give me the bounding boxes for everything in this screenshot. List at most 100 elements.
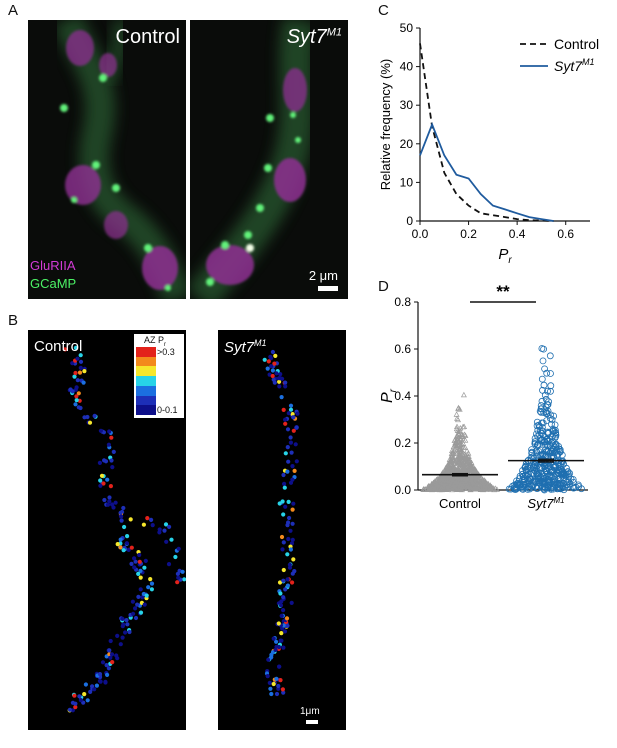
- data-point-control: [455, 416, 461, 423]
- y-tick-label: 0.8: [394, 295, 411, 309]
- az-dot: [136, 594, 141, 599]
- az-dot: [129, 561, 134, 566]
- data-point-mutant: [557, 465, 565, 473]
- az-dot: [75, 356, 80, 361]
- data-point-mutant: [555, 458, 563, 466]
- panel-label-b: B: [8, 312, 19, 329]
- data-point-control: [461, 423, 468, 430]
- data-point-control: [455, 427, 462, 434]
- az-dot: [130, 599, 135, 604]
- data-point-control: [438, 486, 445, 493]
- az-dot: [133, 559, 138, 564]
- data-point-mutant: [522, 467, 530, 475]
- line-chart-c: 0 10 20 30 40 50 0.0 0.2 0.4 0.6 Relative frequenc…: [378, 21, 599, 266]
- data-point-mutant: [538, 435, 546, 443]
- az-map-control: Control AZ Pr >0.3 0-0.1: [28, 330, 186, 730]
- az-dot: [285, 445, 290, 450]
- data-point-control: [456, 460, 462, 466]
- az-dot: [291, 501, 296, 506]
- data-point-mutant: [517, 483, 525, 491]
- az-dot: [278, 603, 284, 608]
- mutant-label-text: Syt7: [286, 26, 327, 48]
- data-point-mutant: [541, 468, 548, 476]
- az-dot: [125, 534, 130, 539]
- az-dot: [137, 559, 142, 564]
- data-point-control: [435, 476, 442, 483]
- scale-bar-a: [318, 286, 338, 291]
- data-point-mutant: [528, 446, 536, 454]
- data-point-mutant: [549, 425, 557, 433]
- data-point-control: [451, 465, 457, 471]
- data-point-control: [444, 462, 451, 469]
- az-dot: [76, 391, 81, 396]
- az-dot: [283, 504, 288, 509]
- az-dot: [118, 545, 123, 550]
- az-dot: [281, 595, 286, 600]
- az-dot: [108, 484, 113, 489]
- az-dot: [265, 366, 270, 371]
- az-dot: [278, 678, 283, 683]
- az-dot: [285, 623, 290, 628]
- az-dot: [73, 345, 78, 350]
- colorbar-title: AZ Pr: [144, 335, 166, 348]
- data-point-mutant: [544, 387, 551, 395]
- b-control-label: Control: [34, 338, 83, 355]
- az-dot: [121, 505, 126, 511]
- colorbar-swatch: [136, 347, 156, 358]
- data-point-mutant: [538, 397, 546, 405]
- az-dot: [125, 622, 130, 627]
- y-tick-label: 0.0: [394, 483, 411, 497]
- data-point-mutant: [532, 447, 540, 455]
- az-dot: [70, 389, 75, 394]
- panel-label-d: D: [378, 278, 389, 295]
- b-mutant-label: Syt7M1: [224, 338, 267, 356]
- az-dot: [132, 556, 137, 561]
- series-line-control: [419, 43, 554, 222]
- az-dot: [107, 495, 112, 500]
- az-dot: [107, 648, 112, 653]
- data-point-mutant: [519, 467, 526, 474]
- az-dot: [131, 611, 136, 616]
- mutant-label: Syt7M1: [287, 26, 342, 49]
- az-dot: [105, 502, 111, 507]
- data-point-mutant: [549, 485, 557, 493]
- az-dot: [277, 501, 282, 506]
- data-point-control: [438, 474, 445, 481]
- az-dot: [279, 631, 284, 636]
- data-point-mutant: [540, 485, 548, 493]
- y-axis-label-sub: r: [388, 388, 399, 392]
- az-dot: [270, 349, 275, 355]
- az-dot: [281, 407, 286, 412]
- panel-label-c: C: [378, 2, 389, 19]
- data-point-control: [472, 482, 479, 489]
- az-dot: [281, 645, 286, 650]
- az-dot: [72, 693, 77, 698]
- data-point-mutant: [522, 480, 530, 488]
- az-dot: [286, 459, 291, 464]
- glur-label: GluRIIA: [30, 258, 76, 273]
- az-dot: [109, 435, 114, 440]
- y-axis-label: Relative frequency (%): [378, 59, 393, 191]
- az-dot: [280, 376, 285, 381]
- az-dot: [149, 587, 154, 592]
- az-dot: [176, 575, 181, 580]
- az-dot: [288, 440, 293, 445]
- data-point-control: [448, 450, 455, 456]
- az-dot: [148, 577, 153, 582]
- az-dot: [104, 663, 109, 668]
- data-point-mutant: [540, 381, 548, 389]
- data-point-control: [459, 467, 465, 473]
- az-dot: [281, 567, 286, 573]
- data-point-control: [463, 460, 470, 467]
- data-point-control: [444, 476, 451, 483]
- data-point-control: [442, 479, 448, 485]
- az-dot: [107, 429, 112, 434]
- data-point-mutant: [551, 443, 559, 451]
- az-dot: [268, 354, 273, 359]
- az-dot: [109, 652, 115, 657]
- az-dot: [281, 472, 286, 478]
- az-dot: [103, 680, 108, 685]
- data-point-mutant: [548, 466, 556, 474]
- data-point-mutant: [544, 437, 552, 445]
- az-dot: [288, 547, 293, 552]
